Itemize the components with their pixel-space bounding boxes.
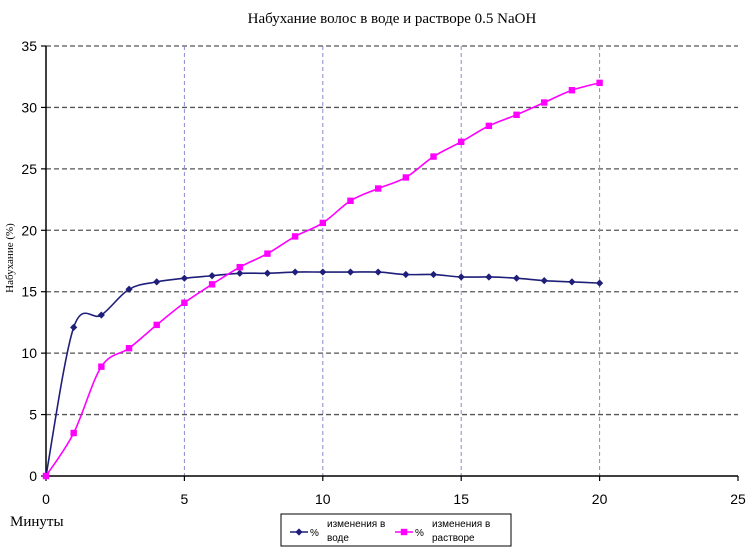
- data-point: [596, 79, 603, 87]
- x-tick-label: 20: [592, 491, 608, 507]
- data-point: [429, 270, 438, 279]
- legend-item-2: % изменения в растворе: [395, 519, 490, 544]
- data-point: [70, 429, 77, 437]
- data-point: [346, 268, 355, 276]
- legend-label-line2: воде: [327, 533, 349, 544]
- y-tick-label: 5: [29, 407, 37, 423]
- legend: % изменения в воде % изменения в растворе: [280, 513, 512, 547]
- y-tick-label: 35: [21, 38, 37, 54]
- x-tick-label: 15: [453, 491, 469, 507]
- data-point: [541, 99, 548, 106]
- data-point: [70, 323, 78, 331]
- data-point: [153, 321, 160, 329]
- data-point: [513, 111, 520, 118]
- data-point: [568, 87, 576, 94]
- legend-symbol: %: [310, 528, 319, 539]
- x-tick-label: 10: [315, 491, 331, 507]
- data-point: [457, 273, 465, 281]
- data-point: [319, 219, 326, 227]
- legend-symbol: %: [415, 528, 424, 539]
- series-2: [42, 79, 603, 480]
- y-tick-label: 30: [21, 99, 37, 115]
- y-tick-label: 10: [21, 345, 37, 361]
- x-tick-label: 0: [42, 491, 50, 507]
- data-point: [485, 273, 493, 281]
- series: [42, 79, 604, 480]
- data-point: [42, 472, 50, 480]
- data-point: [153, 278, 161, 286]
- legend-swatch-marker: [400, 528, 408, 536]
- legend-item-1: % изменения в воде: [290, 519, 385, 544]
- data-point: [236, 269, 244, 277]
- data-point: [402, 270, 410, 279]
- data-point: [263, 269, 272, 277]
- data-point: [208, 281, 216, 288]
- y-tick-label: 20: [21, 222, 37, 238]
- data-point: [291, 233, 299, 240]
- data-point: [430, 153, 437, 160]
- tick-labels: 0 5 10 15 20 25 30 35 0 5 10 15 20 25: [21, 38, 746, 507]
- data-point: [236, 263, 243, 271]
- y-tick-label: 25: [21, 161, 37, 177]
- data-point: [264, 250, 271, 257]
- y-tick-label: 0: [29, 468, 37, 484]
- x-axis-label: Минуты: [10, 514, 64, 530]
- data-point: [125, 345, 133, 352]
- data-point: [291, 268, 299, 276]
- data-point: [181, 299, 188, 306]
- x-tick-label: 5: [181, 491, 189, 507]
- data-point: [180, 274, 188, 282]
- legend-label-line1: изменения в: [327, 519, 385, 530]
- chart-title: Набухание волос в воде и растворе 0.5 Na…: [248, 11, 537, 27]
- legend-label-line1: изменения в: [432, 519, 490, 530]
- axes: [41, 45, 739, 481]
- data-point: [596, 279, 604, 287]
- data-point: [208, 272, 216, 280]
- y-axis-label: Набухание (%): [4, 223, 16, 293]
- data-point: [540, 277, 548, 285]
- data-point: [97, 311, 105, 319]
- data-point: [347, 197, 354, 204]
- data-point: [98, 363, 105, 370]
- legend-label-line2: растворе: [432, 533, 475, 544]
- data-point: [568, 278, 576, 286]
- x-tick-label: 25: [730, 491, 746, 507]
- legend-box: [280, 513, 512, 547]
- data-point: [485, 122, 493, 130]
- legend-swatch-marker: [295, 528, 303, 536]
- data-point: [402, 174, 410, 181]
- data-point: [374, 185, 382, 192]
- data-point: [512, 274, 521, 282]
- data-point: [458, 138, 465, 146]
- data-point: [374, 268, 382, 276]
- data-point: [125, 285, 133, 293]
- data-point: [319, 268, 327, 276]
- grid: [46, 45, 738, 476]
- y-tick-label: 15: [21, 284, 37, 300]
